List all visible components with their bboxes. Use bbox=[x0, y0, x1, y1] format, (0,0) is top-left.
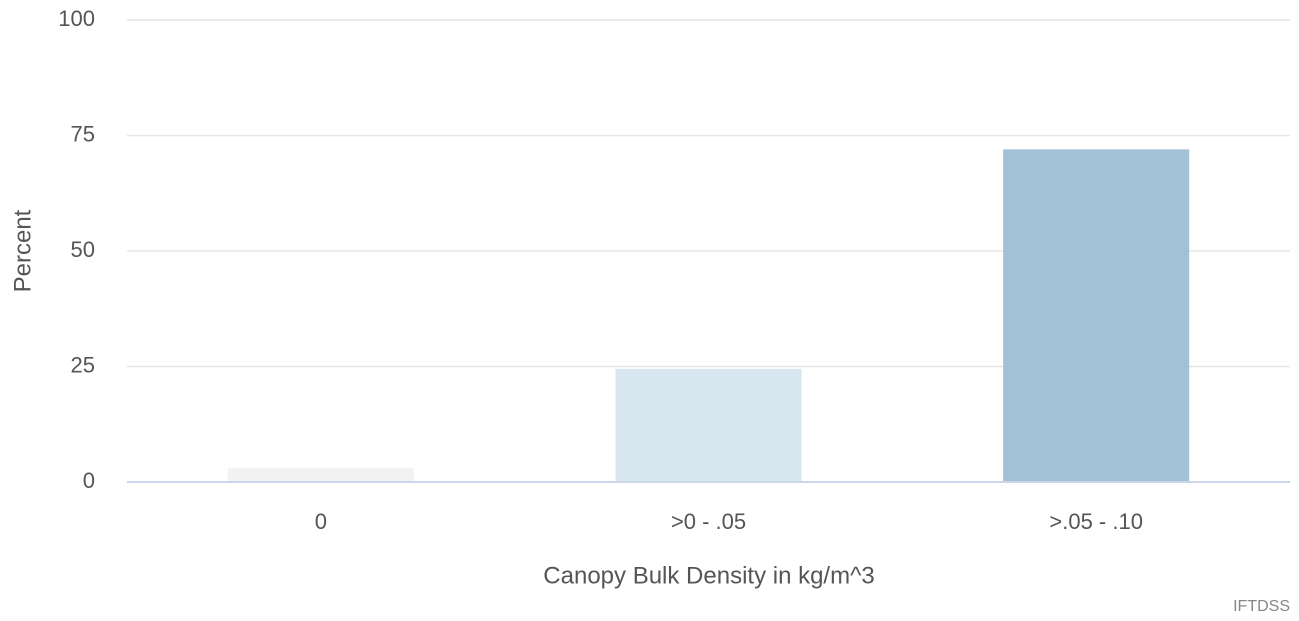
bar bbox=[615, 368, 802, 482]
y-tick-label: 50 bbox=[71, 237, 95, 262]
x-tick-label: >0 - .05 bbox=[671, 509, 746, 534]
y-tick-label: 0 bbox=[83, 468, 95, 493]
x-tick-label: >.05 - .10 bbox=[1049, 509, 1143, 534]
credit: IFTDSS bbox=[1233, 598, 1290, 615]
y-tick-label: 100 bbox=[58, 6, 95, 31]
x-axis-title: Canopy Bulk Density in kg/m^3 bbox=[543, 562, 874, 589]
bar bbox=[227, 468, 414, 482]
x-tick-label: 0 bbox=[315, 509, 327, 534]
bar bbox=[1003, 149, 1190, 483]
y-axis-title: Percent bbox=[9, 209, 36, 292]
y-tick-label: 25 bbox=[71, 352, 95, 377]
y-tick-label: 75 bbox=[71, 121, 95, 146]
